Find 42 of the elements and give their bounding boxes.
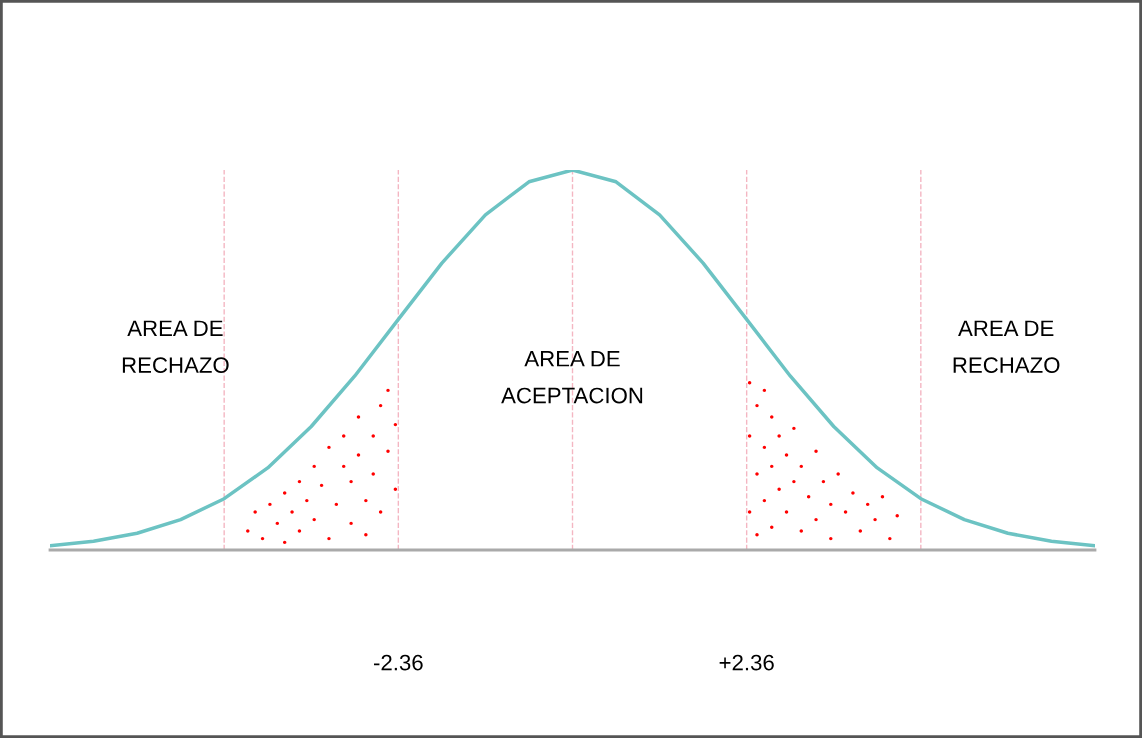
point bbox=[762, 445, 767, 450]
point bbox=[386, 449, 390, 453]
point bbox=[777, 487, 781, 491]
point bbox=[755, 472, 759, 476]
point bbox=[755, 533, 759, 537]
point bbox=[851, 491, 855, 495]
point bbox=[275, 521, 279, 526]
point bbox=[866, 502, 870, 507]
point bbox=[799, 464, 803, 469]
point bbox=[799, 529, 803, 533]
point bbox=[762, 388, 767, 393]
point bbox=[393, 422, 398, 427]
point bbox=[888, 536, 892, 541]
point bbox=[319, 483, 324, 488]
point bbox=[880, 495, 885, 499]
point bbox=[282, 540, 287, 545]
point bbox=[836, 472, 840, 476]
x-tick-label: +2.36 bbox=[719, 654, 774, 671]
point bbox=[814, 449, 818, 453]
point bbox=[364, 498, 368, 503]
point bbox=[821, 479, 826, 484]
point bbox=[290, 510, 294, 514]
point bbox=[260, 536, 265, 541]
annotation: AREA DE RECHAZO bbox=[953, 320, 1060, 373]
annotation: AREA DE ACEPTACION bbox=[501, 351, 643, 404]
point bbox=[770, 464, 774, 469]
point bbox=[770, 415, 774, 419]
point bbox=[371, 434, 375, 438]
point bbox=[792, 426, 796, 431]
point bbox=[297, 479, 302, 484]
annotation: AREA DE RECHAZO bbox=[122, 320, 229, 373]
x-tick-label: -2.36 bbox=[374, 654, 423, 671]
point bbox=[792, 479, 796, 484]
point bbox=[342, 464, 346, 469]
point bbox=[777, 434, 781, 438]
point bbox=[349, 521, 353, 526]
point bbox=[762, 498, 767, 503]
point bbox=[371, 472, 375, 476]
point bbox=[253, 510, 257, 514]
point bbox=[334, 502, 339, 507]
point bbox=[246, 529, 250, 533]
point bbox=[378, 403, 383, 408]
